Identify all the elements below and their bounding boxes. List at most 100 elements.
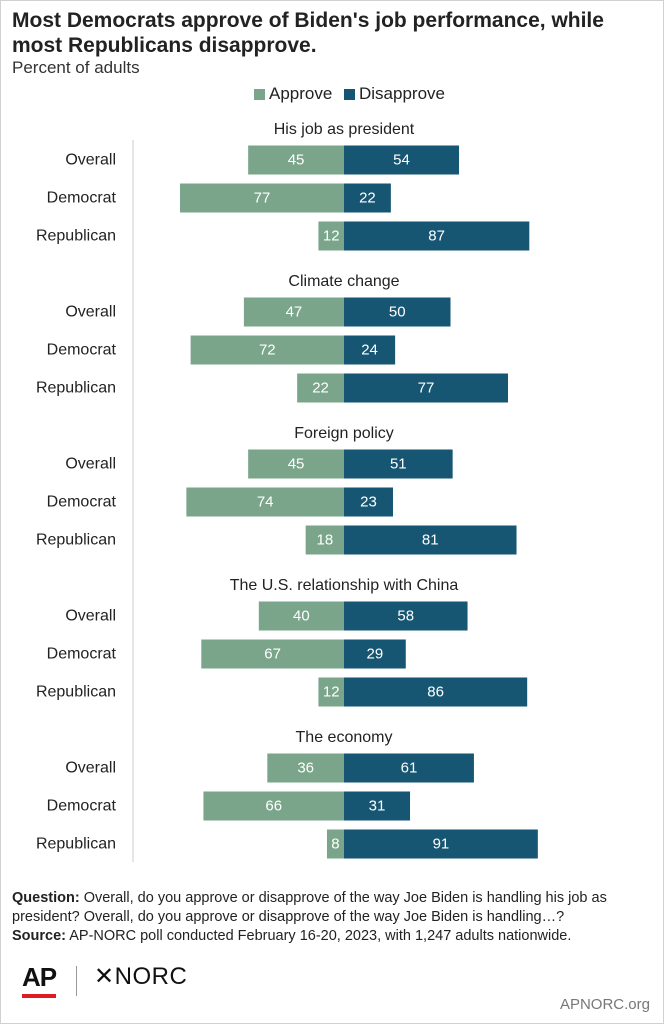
- approve-bar: [186, 487, 344, 517]
- disapprove-value-label: 61: [401, 760, 418, 777]
- site-url: APNORC.org: [559, 996, 650, 1013]
- row-label: Democrat: [47, 646, 117, 663]
- row-label: Overall: [65, 760, 116, 777]
- approve-value-label: 66: [265, 798, 282, 815]
- approve-value-label: 36: [297, 760, 314, 777]
- panel-title: The U.S. relationship with China: [230, 577, 459, 594]
- disapprove-bar: [344, 829, 538, 859]
- legend-swatch-approve: [254, 88, 265, 100]
- panel-title: Climate change: [288, 273, 399, 290]
- approve-value-label: 40: [293, 608, 310, 625]
- disapprove-bar: [344, 145, 460, 175]
- disapprove-value-label: 31: [369, 798, 386, 815]
- disapprove-value-label: 54: [393, 152, 410, 169]
- disapprove-value-label: 24: [361, 342, 378, 359]
- disapprove-value-label: 51: [390, 456, 407, 473]
- row-label: Democrat: [47, 494, 117, 511]
- question-text: Overall, do you approve or disapprove of…: [12, 890, 607, 925]
- disapprove-value-label: 22: [359, 190, 376, 207]
- row-label: Republican: [36, 380, 116, 397]
- row-label: Republican: [36, 836, 116, 853]
- row-label: Republican: [36, 532, 116, 549]
- logo-divider: [76, 966, 77, 996]
- norc-logo: ✕NORC: [94, 963, 188, 990]
- disapprove-value-label: 86: [427, 684, 444, 701]
- approve-bar: [318, 677, 344, 707]
- disapprove-bar: [344, 449, 453, 479]
- row-label: Overall: [65, 456, 116, 473]
- row-label: Republican: [36, 684, 116, 701]
- disapprove-bar: [344, 335, 396, 365]
- approve-value-label: 47: [286, 304, 303, 321]
- disapprove-bar: [344, 373, 509, 403]
- disapprove-value-label: 81: [422, 532, 439, 549]
- disapprove-bar: [344, 791, 411, 821]
- disapprove-value-label: 29: [367, 646, 384, 663]
- row-label: Overall: [65, 608, 116, 625]
- approve-bar: [179, 183, 344, 213]
- row-label: Democrat: [47, 190, 117, 207]
- disapprove-bar: [344, 677, 528, 707]
- approve-bar: [201, 639, 344, 669]
- approve-value-label: 67: [264, 646, 281, 663]
- approve-value-label: 12: [323, 228, 340, 245]
- legend-label-approve: Approve: [269, 84, 333, 103]
- diverging-bar-chart: His job as president Overall 45 54 Democrat 7…: [36, 121, 538, 862]
- chart-subtitle: Percent of adults: [12, 58, 140, 77]
- disapprove-bar: [344, 297, 451, 327]
- disapprove-bar: [344, 525, 517, 555]
- chart-title: Most Democrats approve of Biden's job pe…: [12, 9, 604, 57]
- approve-bar: [243, 297, 344, 327]
- question-label: Question:: [12, 890, 80, 906]
- legend-item-approve: Approve: [254, 84, 332, 104]
- approve-bar: [297, 373, 344, 403]
- approve-bar: [326, 829, 344, 859]
- ap-logo: AP: [22, 962, 57, 992]
- source-text: AP-NORC poll conducted February 16-20, 2…: [66, 928, 572, 944]
- approve-value-label: 45: [288, 152, 305, 169]
- question-note: Question: Overall, do you approve or dis…: [12, 889, 652, 927]
- legend-label-disapprove: Disapprove: [359, 84, 445, 103]
- legend-item-disapprove: Disapprove: [344, 84, 445, 104]
- approve-bar: [258, 601, 344, 631]
- approve-value-label: 12: [323, 684, 340, 701]
- disapprove-bar: [344, 221, 530, 251]
- approve-value-label: 8: [331, 836, 339, 853]
- approve-value-label: 72: [259, 342, 276, 359]
- source-label: Source:: [12, 928, 66, 944]
- approve-value-label: 22: [312, 380, 329, 397]
- disapprove-value-label: 87: [428, 228, 445, 245]
- approve-bar: [190, 335, 344, 365]
- approve-value-label: 18: [316, 532, 333, 549]
- disapprove-bar: [344, 601, 468, 631]
- panel-title: Foreign policy: [294, 425, 394, 442]
- legend-swatch-disapprove: [344, 88, 355, 100]
- ap-logo-underline: [22, 994, 56, 998]
- panel-title: His job as president: [274, 121, 415, 138]
- disapprove-value-label: 23: [360, 494, 377, 511]
- approve-bar: [305, 525, 344, 555]
- row-label: Overall: [65, 152, 116, 169]
- source-note: Source: AP-NORC poll conducted February …: [12, 927, 652, 946]
- row-label: Democrat: [47, 342, 117, 359]
- approve-bar: [203, 791, 344, 821]
- chart-footnote: Question: Overall, do you approve or dis…: [12, 889, 652, 946]
- disapprove-value-label: 77: [418, 380, 435, 397]
- panel-title: The economy: [296, 729, 393, 746]
- approve-bar: [318, 221, 344, 251]
- row-label: Democrat: [47, 798, 117, 815]
- disapprove-value-label: 50: [389, 304, 406, 321]
- disapprove-bar: [344, 183, 391, 213]
- disapprove-bar: [344, 753, 474, 783]
- disapprove-value-label: 91: [433, 836, 450, 853]
- legend: Approve Disapprove: [0, 84, 664, 108]
- approve-value-label: 74: [257, 494, 274, 511]
- disapprove-value-label: 58: [397, 608, 414, 625]
- row-label: Overall: [65, 304, 116, 321]
- approve-bar: [267, 753, 344, 783]
- approve-bar: [248, 449, 344, 479]
- disapprove-bar: [344, 487, 393, 517]
- row-label: Republican: [36, 228, 116, 245]
- approve-value-label: 77: [254, 190, 271, 207]
- approve-bar: [248, 145, 344, 175]
